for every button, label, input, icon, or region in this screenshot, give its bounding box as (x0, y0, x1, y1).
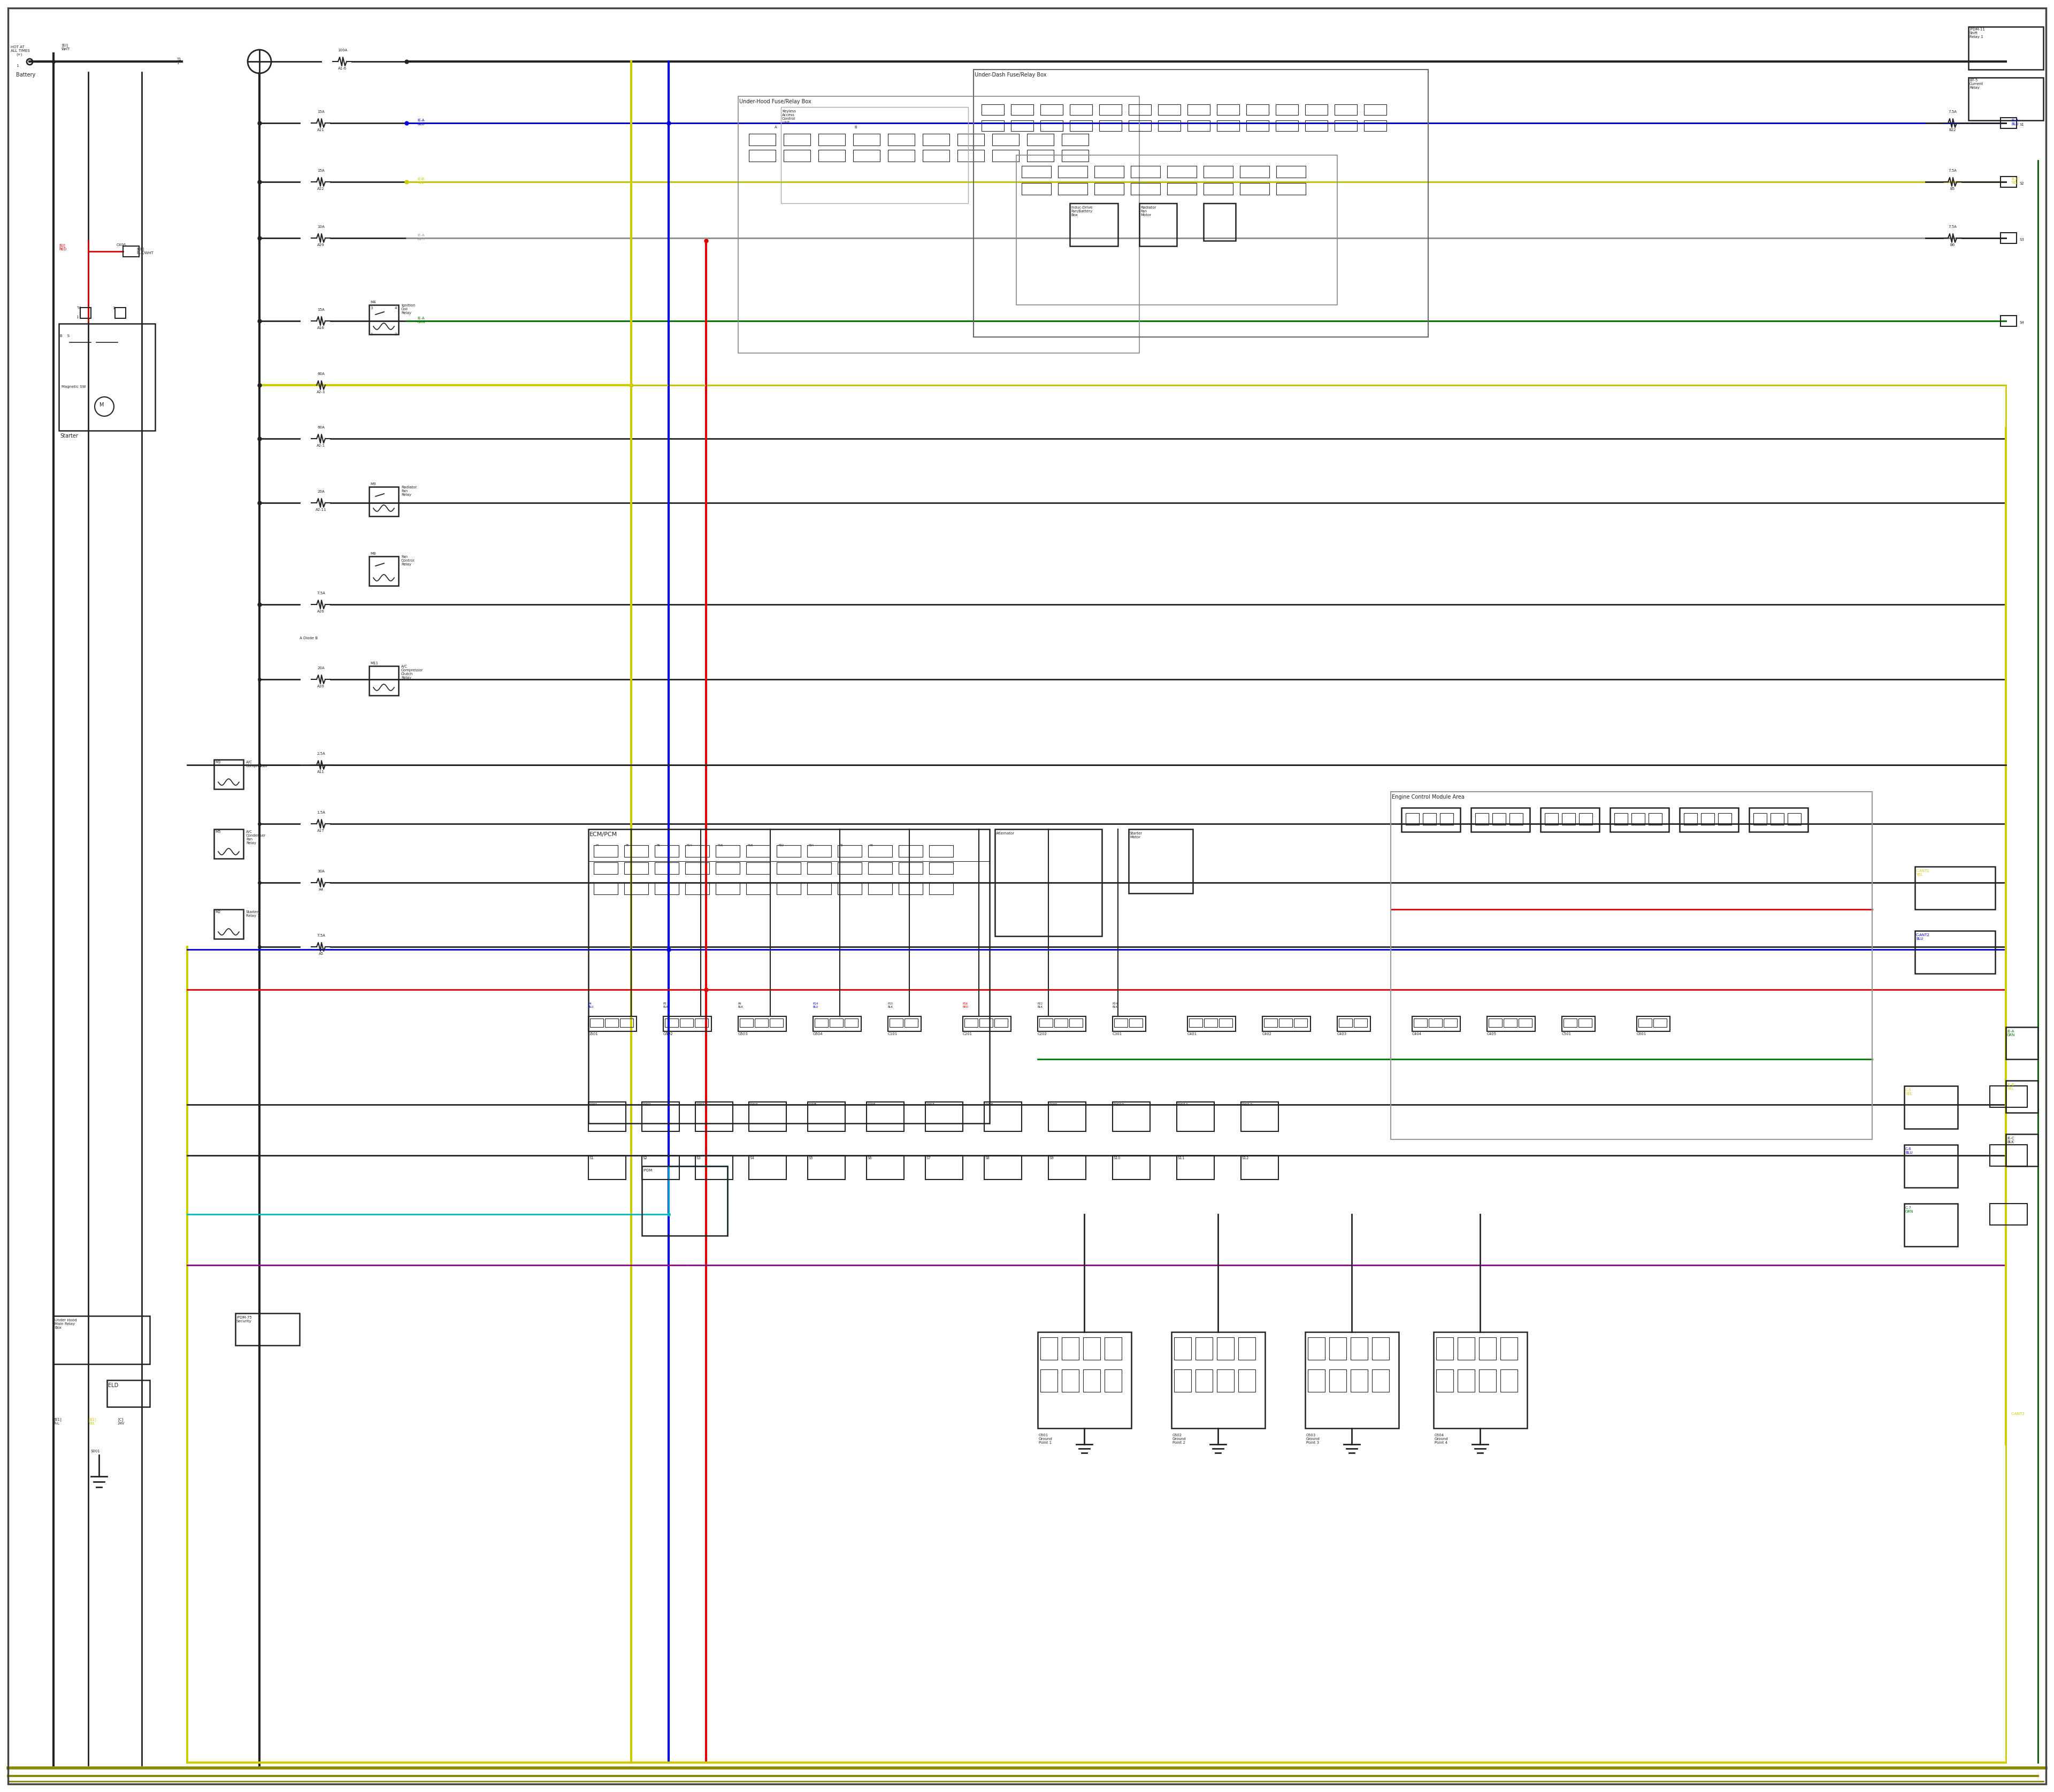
Bar (807, 883, 832, 894)
Text: SW9: SW9 (1050, 1104, 1058, 1106)
Text: P24: P24 (809, 844, 813, 848)
Bar (904, 1018, 918, 1027)
Bar (663, 1016, 711, 1032)
Bar (1204, 202, 1237, 240)
Bar (1440, 814, 1454, 824)
Bar (1113, 1156, 1150, 1179)
Bar (1175, 1337, 1191, 1360)
Bar (1132, 183, 1161, 195)
Bar (754, 1018, 768, 1027)
Bar (1787, 814, 1801, 824)
Bar (1430, 1018, 1442, 1027)
Bar (1140, 202, 1177, 246)
Bar (984, 1102, 1021, 1131)
Bar (1187, 104, 1210, 115)
Text: 100A: 100A (337, 48, 347, 52)
Text: C402: C402 (1263, 1032, 1271, 1036)
Bar (715, 883, 739, 894)
Text: C404: C404 (1413, 1032, 1421, 1036)
Text: ELD: ELD (109, 1383, 119, 1389)
Bar (1037, 1016, 1087, 1032)
Text: 7.5A: 7.5A (1947, 109, 1957, 113)
Text: C501: C501 (1561, 1032, 1571, 1036)
Text: P5: P5 (626, 844, 629, 848)
Text: IE-A
GRN: IE-A GRN (2007, 1030, 2015, 1038)
Text: SW5: SW5 (809, 1104, 817, 1106)
Bar (1717, 814, 1732, 824)
Text: [C]
24V: [C] 24V (117, 1417, 125, 1425)
Text: M11: M11 (370, 661, 378, 665)
Bar (686, 883, 709, 894)
Bar (1021, 183, 1052, 195)
Bar (817, 134, 844, 145)
Bar (1204, 183, 1232, 195)
Bar (214, 760, 242, 788)
Text: IE-B
YEL: IE-B YEL (2011, 177, 2019, 185)
Bar (900, 883, 922, 894)
Bar (641, 1156, 680, 1179)
Bar (1914, 867, 1994, 909)
Bar (1195, 1369, 1212, 1392)
Bar (1489, 1018, 1501, 1027)
Bar (739, 1018, 754, 1027)
Bar (785, 134, 811, 145)
Text: A2-3: A2-3 (316, 391, 325, 394)
Bar (1405, 814, 1419, 824)
Bar (1444, 1018, 1456, 1027)
Bar (1175, 1369, 1191, 1392)
Text: Radiator
Fan
Relay: Radiator Fan Relay (401, 486, 417, 496)
Text: S12: S12 (1243, 1156, 1249, 1159)
Text: IE-A
BLU: IE-A BLU (417, 118, 425, 125)
Text: [B1]
YEL: [B1] YEL (88, 1417, 97, 1425)
Bar (1062, 151, 1089, 161)
Bar (587, 830, 990, 862)
Bar (1113, 1016, 1146, 1032)
Bar (926, 1102, 963, 1131)
Bar (838, 862, 863, 874)
Bar (1216, 1369, 1234, 1392)
Bar (123, 246, 140, 256)
Bar (1011, 120, 1033, 131)
Bar (115, 308, 125, 319)
Text: B22: B22 (1949, 129, 1955, 131)
Bar (1058, 167, 1087, 177)
Bar (957, 134, 984, 145)
Text: P5
BLK: P5 BLK (663, 1002, 670, 1009)
Bar (1263, 1016, 1310, 1032)
Text: P6
BLK: P6 BLK (737, 1002, 744, 1009)
Bar (594, 846, 618, 857)
Text: Keyless
Access
Control
Unit: Keyless Access Control Unit (783, 109, 797, 124)
Bar (1177, 1156, 1214, 1179)
Text: C201: C201 (963, 1032, 972, 1036)
Text: G502: G502 (663, 1032, 674, 1036)
Bar (1771, 814, 1783, 824)
Text: (+): (+) (16, 52, 23, 56)
Bar (887, 151, 914, 161)
Bar (1391, 792, 1871, 1140)
Bar (1436, 1369, 1454, 1392)
Bar (1540, 808, 1600, 831)
Bar (587, 830, 990, 1124)
Bar (750, 151, 776, 161)
Text: 7.5A: 7.5A (1947, 168, 1957, 172)
Bar (1493, 814, 1506, 824)
Bar (1754, 814, 1766, 824)
Text: Under Hood
Main Relay
Box: Under Hood Main Relay Box (55, 1319, 76, 1330)
Text: P4: P4 (596, 844, 600, 848)
Bar (1499, 1369, 1518, 1392)
Bar (957, 151, 984, 161)
Bar (1062, 134, 1089, 145)
Bar (1680, 808, 1738, 831)
Bar (1580, 814, 1592, 824)
Text: IPDM: IPDM (643, 1168, 653, 1172)
Bar (1561, 1016, 1596, 1032)
Text: 7.5A: 7.5A (316, 934, 325, 937)
Bar (686, 846, 709, 857)
Bar (807, 1156, 844, 1179)
Bar (1177, 1102, 1214, 1131)
Bar (1204, 1018, 1218, 1027)
Text: 7.5A: 7.5A (1947, 226, 1957, 228)
Bar (900, 862, 922, 874)
Bar (982, 104, 1004, 115)
Text: P24
BLK: P24 BLK (1113, 1002, 1117, 1009)
